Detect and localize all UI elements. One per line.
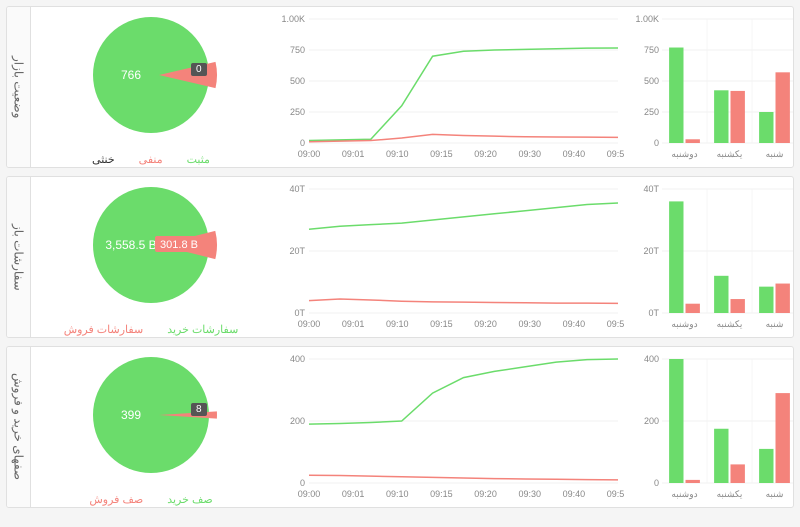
- svg-text:200: 200: [644, 416, 659, 426]
- pie-red-value: 301.8 B: [160, 239, 198, 251]
- pie-green-value: 3,558.5 B: [105, 238, 156, 252]
- panel-queues: صفهای خرید و فروش 399 8 صف خرید صف فروش 0 200 4…: [6, 346, 794, 508]
- svg-text:0T: 0T: [648, 308, 659, 318]
- panel-market-status: وضعیت بازار 766 0 مثبت منفی خنثی 0 250 500 750 1.0…: [6, 6, 794, 168]
- legend-item: صف خرید: [167, 493, 213, 506]
- panel-title: صفهای خرید و فروش: [7, 347, 31, 507]
- svg-text:09:40: 09:40: [563, 149, 586, 159]
- svg-text:09:50: 09:50: [607, 489, 624, 499]
- svg-text:09:40: 09:40: [563, 489, 586, 499]
- svg-text:یکشنبه: یکشنبه: [717, 149, 743, 159]
- svg-text:0T: 0T: [294, 308, 305, 318]
- svg-text:09:01: 09:01: [342, 149, 365, 159]
- svg-text:شنبه: شنبه: [766, 319, 784, 329]
- market-status-bar-chart: 0 250 500 750 1.00K دوشنبه یکشنبه شنبه: [636, 11, 794, 161]
- pie-legend: مثبت منفی خنثی: [35, 153, 267, 166]
- line-area: 0 250 500 750 1.00K 09:00 09:01 09:10 09:15 09:20…: [271, 7, 630, 167]
- svg-text:دوشنبه: دوشنبه: [671, 149, 697, 160]
- svg-text:شنبه: شنبه: [766, 489, 784, 499]
- open-orders-bar-chart: 0T 20T 40T دوشنبه یکشنبه شنبه: [636, 181, 794, 331]
- svg-text:0: 0: [654, 478, 659, 488]
- svg-text:09:50: 09:50: [607, 319, 624, 329]
- svg-text:یکشنبه: یکشنبه: [717, 489, 743, 499]
- svg-text:دوشنبه: دوشنبه: [671, 489, 697, 500]
- svg-text:20T: 20T: [643, 246, 659, 256]
- market-status-line-chart: 0 250 500 750 1.00K 09:00 09:01 09:10 09:15 09:20…: [277, 11, 624, 161]
- svg-text:09:01: 09:01: [342, 489, 365, 499]
- svg-text:09:20: 09:20: [474, 489, 497, 499]
- svg-text:شنبه: شنبه: [766, 149, 784, 159]
- open-orders-pie-chart: 3,558.5 B 301.8 B: [35, 181, 267, 321]
- pie-area: 399 8 صف خرید صف فروش: [31, 347, 271, 507]
- svg-text:40T: 40T: [289, 184, 305, 194]
- svg-text:20T: 20T: [289, 246, 305, 256]
- svg-text:40T: 40T: [643, 184, 659, 194]
- svg-text:09:01: 09:01: [342, 319, 365, 329]
- svg-text:750: 750: [644, 45, 659, 55]
- svg-text:200: 200: [290, 416, 305, 426]
- pie-green-value: 399: [121, 408, 141, 422]
- svg-text:1.00K: 1.00K: [636, 14, 659, 24]
- svg-text:09:10: 09:10: [386, 319, 409, 329]
- svg-text:09:30: 09:30: [518, 319, 541, 329]
- pie-legend: صف خرید صف فروش: [35, 493, 267, 506]
- svg-text:09:30: 09:30: [518, 489, 541, 499]
- legend-item: صف فروش: [89, 493, 143, 506]
- open-orders-line-chart: 0T 20T 40T 09:00 09:01 09:10 09:15 09:20 09:30 09…: [277, 181, 624, 331]
- svg-text:0: 0: [300, 478, 305, 488]
- panel-title: سفارشات باز: [7, 177, 31, 337]
- legend-item: خنثی: [92, 153, 115, 166]
- svg-text:دوشنبه: دوشنبه: [671, 319, 697, 330]
- panel-open-orders: سفارشات باز3,558.5 B301.8 Bسفارشات خریدس…: [6, 176, 794, 338]
- svg-text:09:10: 09:10: [386, 149, 409, 159]
- svg-text:09:30: 09:30: [518, 149, 541, 159]
- pie-area: 3,558.5 B 301.8 B سفارشات خرید سفارشات فروش: [31, 177, 271, 337]
- svg-text:09:00: 09:00: [298, 489, 321, 499]
- bar-area: 0 250 500 750 1.00K دوشنبه یکشنبه شنبه: [630, 7, 794, 167]
- queues-pie-chart: 399: [35, 351, 267, 491]
- svg-text:500: 500: [644, 76, 659, 86]
- pie-dark-badge: 0: [191, 63, 207, 76]
- svg-text:09:20: 09:20: [474, 319, 497, 329]
- pie-dark-badge: 8: [191, 403, 207, 416]
- svg-text:09:40: 09:40: [563, 319, 586, 329]
- svg-text:09:50: 09:50: [607, 149, 624, 159]
- svg-text:09:15: 09:15: [430, 149, 453, 159]
- svg-text:0: 0: [300, 138, 305, 148]
- svg-text:09:15: 09:15: [430, 489, 453, 499]
- legend-item: مثبت: [187, 153, 210, 166]
- svg-text:1.00K: 1.00K: [281, 14, 305, 24]
- legend-item: منفی: [139, 153, 163, 166]
- line-area: 0 200 400 09:00 09:01 09:10 09:15 09:20 09:30 09:…: [271, 347, 630, 507]
- svg-text:یکشنبه: یکشنبه: [717, 319, 743, 329]
- svg-text:0: 0: [654, 138, 659, 148]
- panel-title: وضعیت بازار: [7, 7, 31, 167]
- bar-area: 0 200 400 دوشنبه یکشنبه شنبه: [630, 347, 794, 507]
- svg-text:250: 250: [644, 107, 659, 117]
- pie-legend: سفارشات خرید سفارشات فروش: [35, 323, 267, 336]
- svg-text:09:10: 09:10: [386, 489, 409, 499]
- svg-text:400: 400: [290, 354, 305, 364]
- svg-text:09:15: 09:15: [430, 319, 453, 329]
- bar-area: 0T 20T 40T دوشنبه یکشنبه شنبه: [630, 177, 794, 337]
- svg-text:500: 500: [290, 76, 305, 86]
- svg-text:750: 750: [290, 45, 305, 55]
- svg-text:09:00: 09:00: [298, 319, 321, 329]
- legend-item: سفارشات خرید: [167, 323, 238, 336]
- svg-text:400: 400: [644, 354, 659, 364]
- market-status-pie-chart: 766: [35, 11, 267, 151]
- pie-green-value: 766: [121, 68, 141, 82]
- line-area: 0T 20T 40T 09:00 09:01 09:10 09:15 09:20 09:30 09…: [271, 177, 630, 337]
- legend-item: سفارشات فروش: [64, 323, 144, 336]
- queues-line-chart: 0 200 400 09:00 09:01 09:10 09:15 09:20 09:30 09:…: [277, 351, 624, 501]
- svg-text:09:00: 09:00: [298, 149, 321, 159]
- pie-area: 766 0 مثبت منفی خنثی: [31, 7, 271, 167]
- svg-text:250: 250: [290, 107, 305, 117]
- queues-bar-chart: 0 200 400 دوشنبه یکشنبه شنبه: [636, 351, 794, 501]
- svg-text:09:20: 09:20: [474, 149, 497, 159]
